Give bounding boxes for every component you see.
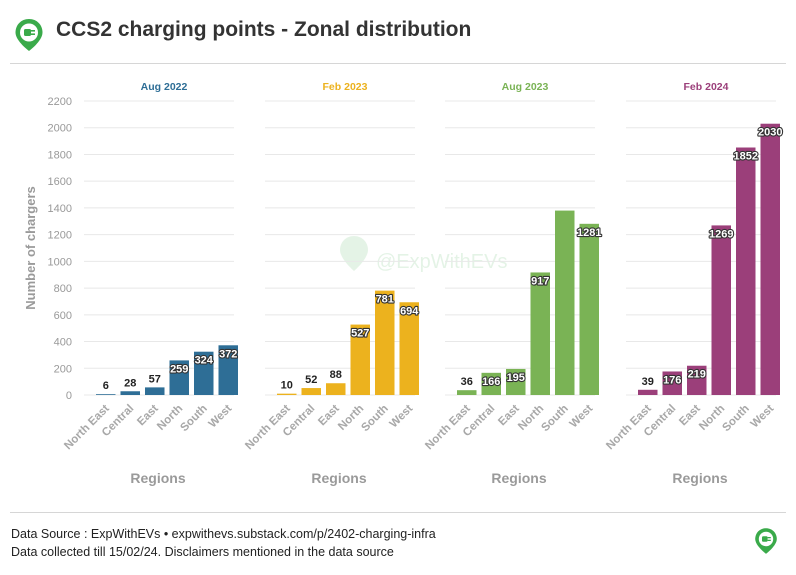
data-label: 2030 — [758, 127, 782, 139]
panel-title: Aug 2023 — [502, 81, 549, 93]
data-label: 52 — [305, 374, 317, 386]
bar — [96, 394, 116, 395]
data-label: 36 — [461, 376, 473, 388]
y-tick-label: 400 — [54, 337, 72, 349]
bar — [579, 223, 599, 395]
data-label: 259 — [170, 363, 188, 375]
chart-title: CCS2 charging points - Zonal distributio… — [56, 18, 472, 41]
data-label: 219 — [688, 369, 706, 381]
x-tick-label: South — [720, 403, 752, 435]
footer-disclaimer: Data collected till 15/02/24. Disclaimer… — [11, 545, 394, 559]
data-label: 176 — [663, 374, 681, 386]
panel-title: Feb 2024 — [684, 81, 729, 93]
bar — [638, 389, 658, 395]
bar — [399, 302, 419, 395]
y-tick-label: 1800 — [48, 149, 72, 161]
x-tick-label: South — [359, 403, 391, 435]
ev-plug-logo-icon — [14, 18, 44, 52]
chart-area: @ExpWithEVs 6 28 57 259 324 372 10 52 88 527 781 69… — [23, 81, 784, 486]
footer: Data Source : ExpWithEVs • expwithevs.su… — [11, 525, 436, 561]
data-label: 28 — [124, 377, 136, 389]
data-label: 6 — [103, 380, 109, 392]
bar — [555, 210, 575, 395]
bar — [530, 272, 550, 395]
y-tick-label: 600 — [54, 310, 72, 322]
ev-plug-logo-small-icon — [754, 527, 778, 555]
y-tick-label: 0 — [66, 390, 72, 402]
x-tick-label: West — [388, 403, 416, 431]
watermark: @ExpWithEVs — [340, 236, 507, 273]
bar — [350, 324, 370, 395]
bar — [457, 390, 477, 395]
y-tick-label: 800 — [54, 283, 72, 295]
data-label: 57 — [149, 373, 161, 385]
watermark-text: @ExpWithEVs — [376, 251, 507, 273]
bar — [375, 290, 395, 395]
x-tick-label: South — [178, 403, 210, 435]
y-axis-label: Number of chargers — [23, 186, 38, 310]
data-label: 1281 — [577, 227, 601, 239]
panel-title: Aug 2022 — [141, 81, 188, 93]
bar — [194, 351, 214, 395]
bar — [481, 372, 501, 395]
x-axis-label: Regions — [672, 470, 727, 486]
bar — [711, 225, 731, 395]
y-tick-label: 1200 — [48, 230, 72, 242]
data-label: 195 — [507, 372, 525, 384]
footer-source: Data Source : ExpWithEVs • expwithevs.su… — [11, 527, 436, 541]
data-label: 10 — [281, 380, 293, 392]
bar — [301, 388, 321, 395]
data-label: 39 — [642, 376, 654, 388]
y-tick-label: 1400 — [48, 203, 72, 215]
panel-title: Feb 2023 — [323, 81, 368, 93]
data-label: 694 — [400, 305, 419, 317]
bar — [506, 368, 526, 395]
bar — [169, 360, 189, 395]
y-tick-label: 200 — [54, 363, 72, 375]
data-label: 88 — [330, 369, 342, 381]
bar — [760, 123, 780, 395]
y-tick-label: 2200 — [48, 96, 72, 108]
data-label: 527 — [351, 328, 369, 340]
bar — [120, 391, 140, 395]
data-label: 781 — [376, 294, 394, 306]
x-tick-label: West — [749, 403, 777, 431]
divider-top — [10, 63, 786, 64]
header: CCS2 charging points - Zonal distributio… — [0, 0, 796, 62]
bar — [687, 365, 707, 395]
x-axis-label: Regions — [311, 470, 366, 486]
data-label: 917 — [531, 275, 549, 287]
data-label: 372 — [219, 348, 237, 360]
y-tick-label: 2000 — [48, 123, 72, 135]
x-tick-label: West — [207, 403, 235, 431]
watermark-logo-icon — [340, 236, 368, 271]
y-tick-label: 1000 — [48, 256, 72, 268]
bar — [145, 387, 165, 395]
y-tick-label: 1600 — [48, 176, 72, 188]
bar — [326, 383, 346, 395]
data-label: 166 — [482, 376, 500, 388]
data-label: 1269 — [709, 228, 733, 240]
x-tick-label: West — [568, 403, 596, 431]
divider-bottom — [10, 512, 786, 513]
data-label: 324 — [195, 355, 214, 367]
x-axis-label: Regions — [130, 470, 185, 486]
x-tick-label: South — [539, 403, 571, 435]
bar — [736, 147, 756, 395]
bar — [277, 393, 297, 395]
bar — [218, 345, 238, 395]
data-label: 1852 — [734, 151, 758, 163]
bar — [662, 371, 682, 395]
x-axis-label: Regions — [491, 470, 546, 486]
